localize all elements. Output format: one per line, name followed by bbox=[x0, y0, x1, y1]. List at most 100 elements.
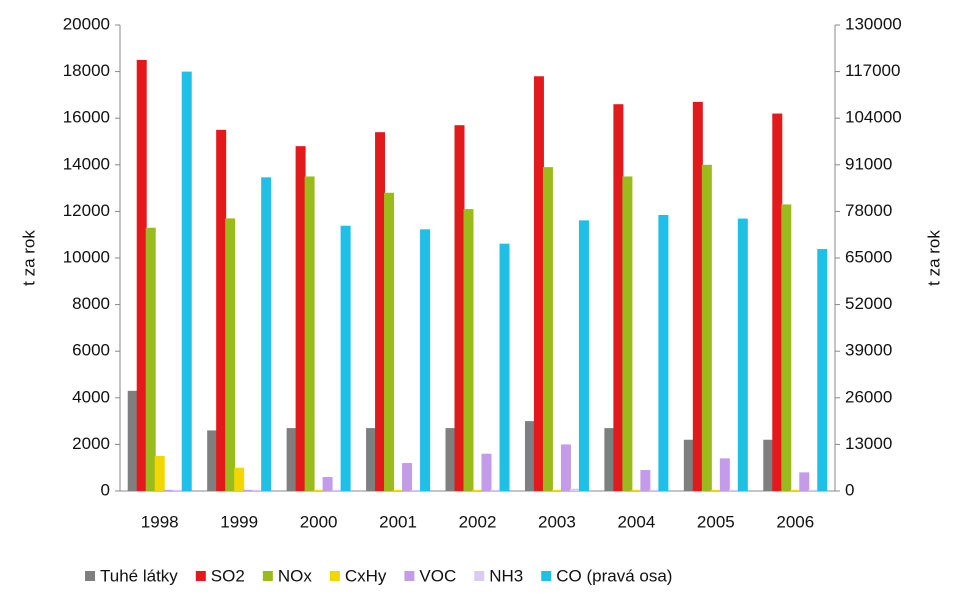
legend-label: VOC bbox=[419, 566, 456, 585]
y-tick-label: 14000 bbox=[63, 154, 110, 173]
bar bbox=[533, 76, 544, 491]
bar bbox=[127, 390, 138, 491]
bar bbox=[737, 218, 748, 492]
x-tick-label: 2002 bbox=[459, 512, 497, 531]
bar bbox=[375, 132, 386, 491]
x-tick-label: 2006 bbox=[776, 512, 814, 531]
y-tick-label: 18000 bbox=[63, 61, 110, 80]
bar bbox=[261, 177, 272, 491]
bar bbox=[313, 489, 324, 491]
bar bbox=[163, 489, 174, 491]
bar bbox=[145, 227, 156, 491]
legend-swatch bbox=[404, 571, 415, 581]
bar bbox=[216, 129, 227, 491]
bar bbox=[340, 225, 351, 491]
bar bbox=[322, 477, 333, 491]
bar bbox=[420, 229, 431, 492]
x-tick-label: 2001 bbox=[379, 512, 417, 531]
bar bbox=[569, 488, 580, 491]
bar bbox=[472, 489, 483, 491]
bar bbox=[728, 489, 739, 491]
bar bbox=[719, 458, 730, 491]
y-tick-label: 2000 bbox=[72, 434, 110, 453]
bar bbox=[234, 467, 245, 491]
y-axis-label: t za rok bbox=[19, 230, 38, 286]
bar bbox=[683, 439, 694, 491]
bar bbox=[366, 428, 377, 491]
y-tick-label: 0 bbox=[101, 480, 110, 499]
bar bbox=[252, 489, 263, 491]
legend-swatch bbox=[541, 571, 552, 581]
y-tick-label: 16000 bbox=[63, 108, 110, 127]
legend-swatch bbox=[85, 571, 95, 581]
bar bbox=[631, 489, 642, 491]
bar bbox=[790, 489, 801, 491]
bar bbox=[481, 453, 492, 491]
x-tick-label: 2003 bbox=[538, 512, 576, 531]
bar bbox=[808, 489, 819, 491]
bar bbox=[649, 489, 660, 491]
x-tick-label: 2004 bbox=[617, 512, 655, 531]
y-tick-label: 4000 bbox=[72, 387, 110, 406]
bar bbox=[640, 470, 651, 491]
bar bbox=[701, 164, 712, 492]
bar bbox=[613, 104, 624, 491]
y2-tick-label: 104000 bbox=[845, 108, 902, 127]
bar bbox=[304, 176, 315, 491]
legend-label: CxHy bbox=[345, 566, 387, 585]
y2-tick-label: 130000 bbox=[845, 14, 902, 33]
bar bbox=[622, 176, 633, 491]
bar bbox=[243, 489, 254, 491]
legend-swatch bbox=[329, 571, 340, 581]
y2-tick-label: 13000 bbox=[845, 434, 892, 453]
bar bbox=[542, 167, 553, 491]
bar bbox=[710, 489, 721, 491]
y2-tick-label: 65000 bbox=[845, 247, 892, 266]
x-tick-label: 1998 bbox=[141, 512, 179, 531]
y-tick-label: 8000 bbox=[72, 294, 110, 313]
legend-label: NH3 bbox=[489, 566, 523, 585]
y-tick-label: 20000 bbox=[63, 14, 110, 33]
y2-tick-label: 78000 bbox=[845, 201, 892, 220]
bar bbox=[463, 209, 474, 491]
bar bbox=[817, 249, 828, 491]
bar bbox=[781, 204, 792, 491]
bar bbox=[499, 243, 510, 491]
bar bbox=[692, 101, 703, 491]
legend-label: CO (pravá osa) bbox=[556, 566, 672, 585]
bar bbox=[445, 428, 456, 491]
bar bbox=[658, 214, 669, 491]
bar bbox=[225, 218, 236, 491]
bar bbox=[763, 439, 774, 491]
y2-tick-label: 52000 bbox=[845, 294, 892, 313]
legend-label: NOx bbox=[278, 566, 313, 585]
legend-swatch bbox=[262, 571, 273, 581]
y2-tick-label: 0 bbox=[845, 480, 854, 499]
legend-label: Tuhé látky bbox=[100, 566, 178, 585]
bar bbox=[551, 489, 562, 491]
y-tick-label: 10000 bbox=[63, 247, 110, 266]
bar bbox=[490, 489, 501, 491]
bar bbox=[286, 428, 297, 491]
bar bbox=[172, 489, 183, 491]
bar bbox=[772, 113, 783, 491]
bar bbox=[578, 220, 589, 491]
bar bbox=[181, 71, 192, 491]
legend-swatch bbox=[195, 571, 206, 581]
y-tick-label: 12000 bbox=[63, 201, 110, 220]
bar bbox=[295, 146, 306, 491]
bar bbox=[393, 489, 404, 491]
bar bbox=[154, 456, 165, 491]
legend-label: SO2 bbox=[211, 566, 245, 585]
y2-tick-label: 91000 bbox=[845, 154, 892, 173]
bar bbox=[560, 444, 571, 491]
y2-tick-label: 26000 bbox=[845, 387, 892, 406]
legend-swatch bbox=[474, 571, 485, 581]
y2-tick-label: 117000 bbox=[845, 61, 900, 80]
x-tick-label: 2005 bbox=[697, 512, 735, 531]
bar bbox=[524, 421, 535, 491]
y2-tick-label: 39000 bbox=[845, 341, 892, 360]
bar bbox=[454, 125, 465, 491]
bar bbox=[136, 59, 147, 491]
